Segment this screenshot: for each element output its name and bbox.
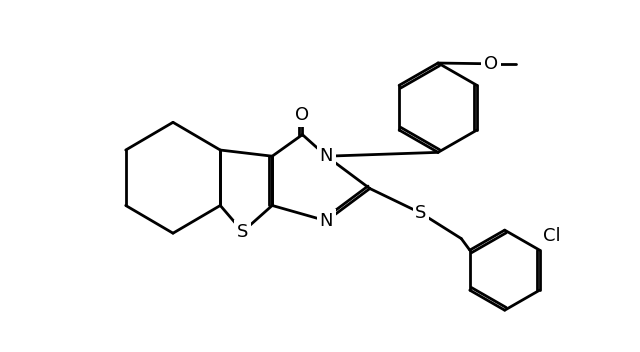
Text: N: N xyxy=(320,212,333,230)
Text: N: N xyxy=(320,147,333,165)
Text: O: O xyxy=(484,55,498,73)
Text: Cl: Cl xyxy=(543,227,561,245)
Text: S: S xyxy=(415,204,427,222)
Text: O: O xyxy=(296,106,310,124)
Text: S: S xyxy=(237,223,248,241)
